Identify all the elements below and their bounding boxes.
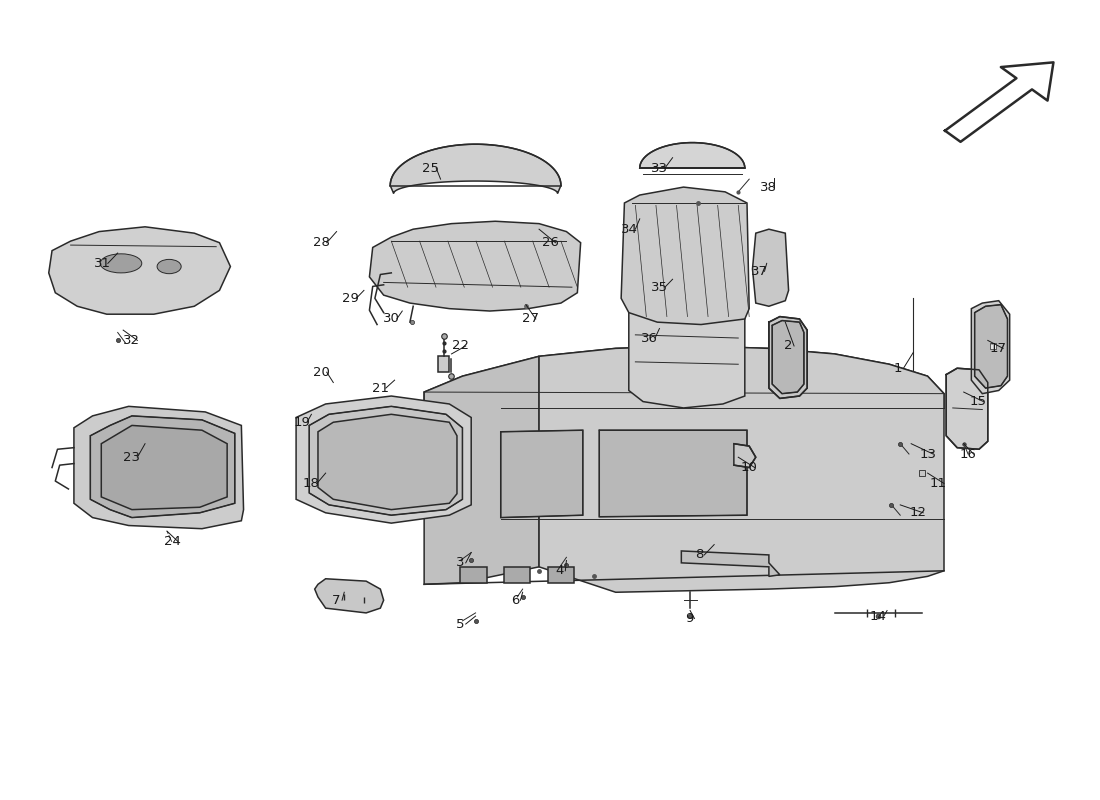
Text: 1: 1 [894,362,902,374]
Polygon shape [460,567,486,582]
Ellipse shape [157,259,182,274]
Polygon shape [425,346,944,438]
Polygon shape [539,346,944,592]
Text: 35: 35 [651,281,668,294]
Polygon shape [309,406,462,515]
Text: 19: 19 [293,416,310,429]
Polygon shape [600,430,747,517]
Text: 26: 26 [541,236,559,250]
Text: 25: 25 [422,162,439,174]
Text: 28: 28 [312,236,330,250]
Text: 6: 6 [510,594,519,606]
Text: 38: 38 [760,181,778,194]
Ellipse shape [100,254,142,273]
Text: 32: 32 [123,334,141,347]
Text: 36: 36 [641,331,658,345]
Text: 10: 10 [740,461,758,474]
Text: 9: 9 [685,612,693,625]
Polygon shape [425,356,539,584]
Text: 12: 12 [910,506,926,519]
Text: 8: 8 [695,549,703,562]
Polygon shape [390,144,561,194]
Text: 37: 37 [750,265,768,278]
Polygon shape [101,426,227,510]
Text: 3: 3 [456,556,464,570]
Text: 4: 4 [556,564,564,578]
Polygon shape [370,222,581,311]
Text: 33: 33 [651,162,668,174]
Text: 18: 18 [302,477,320,490]
Text: 29: 29 [342,292,360,305]
Text: 15: 15 [969,395,987,408]
Polygon shape [640,142,745,168]
Polygon shape [90,416,234,518]
Polygon shape [315,578,384,613]
Text: 11: 11 [930,477,947,490]
Polygon shape [971,301,1010,394]
Polygon shape [769,317,807,398]
Polygon shape [629,301,745,408]
Text: 16: 16 [959,447,977,461]
Text: 7: 7 [332,594,341,606]
Text: 13: 13 [920,447,936,461]
Polygon shape [752,229,789,306]
Polygon shape [548,567,574,582]
Text: 17: 17 [989,342,1006,355]
Polygon shape [734,444,756,467]
Polygon shape [500,430,583,518]
Polygon shape [772,321,804,394]
Text: 34: 34 [621,222,638,236]
Text: 21: 21 [372,382,389,394]
Polygon shape [681,551,780,576]
Polygon shape [621,187,749,325]
Polygon shape [975,305,1008,388]
Text: 22: 22 [452,339,469,353]
Text: 20: 20 [312,366,330,378]
Polygon shape [296,396,471,523]
Text: 27: 27 [521,313,539,326]
Polygon shape [439,356,449,372]
Polygon shape [504,567,530,582]
Polygon shape [74,406,243,529]
Text: 24: 24 [164,535,180,548]
Text: 5: 5 [456,618,464,630]
Text: 2: 2 [784,339,793,353]
Text: 23: 23 [123,450,141,464]
Polygon shape [946,368,988,450]
Text: 30: 30 [383,313,399,326]
Polygon shape [48,227,230,314]
Text: 31: 31 [94,257,111,270]
Polygon shape [318,414,456,510]
Text: 14: 14 [870,610,887,622]
